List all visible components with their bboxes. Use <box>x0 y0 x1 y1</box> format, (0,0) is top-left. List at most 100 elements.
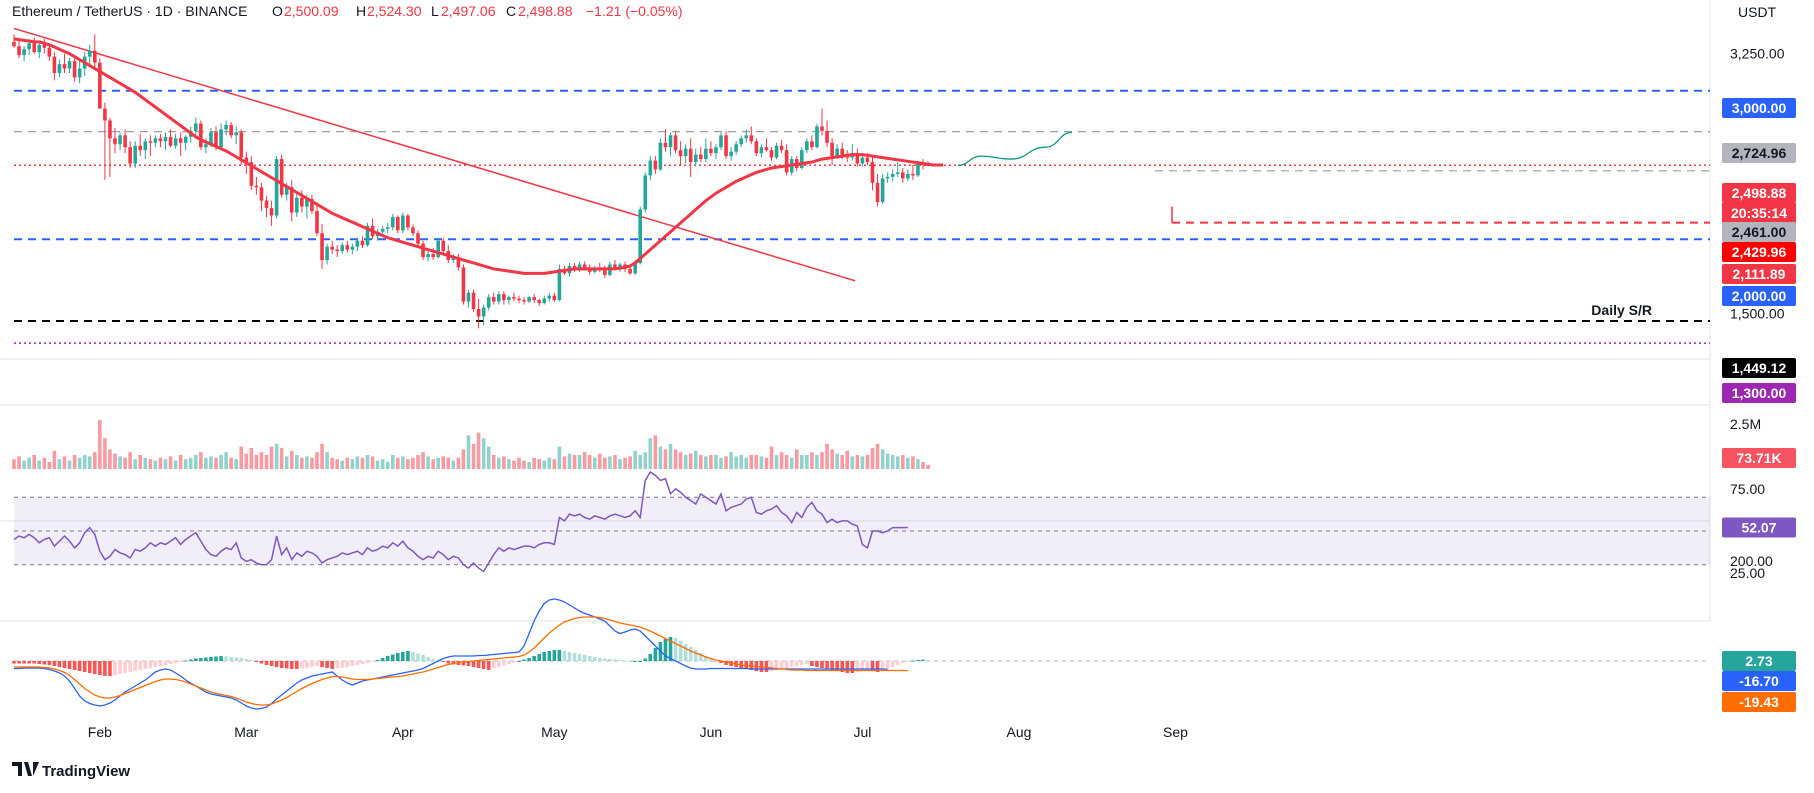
macd-histogram-bar <box>340 661 345 668</box>
macd-histogram-bar <box>522 659 526 661</box>
tradingview-logo[interactable]: TradingView <box>12 762 130 780</box>
candle-body <box>441 240 446 252</box>
macd-histogram-bar <box>805 661 809 664</box>
candle <box>295 193 299 217</box>
candle <box>370 218 375 240</box>
candle-body <box>57 64 62 73</box>
macd-histogram-bar <box>57 661 62 667</box>
candle-body <box>628 268 632 274</box>
volume-bar <box>724 456 728 469</box>
price-axis[interactable]: 3,250.001,750.001,500.003,000.002,724.96… <box>1722 46 1796 403</box>
candle-body <box>643 175 648 210</box>
volume-bar <box>805 455 809 469</box>
candle-body <box>739 138 743 145</box>
volume-bar <box>355 456 360 469</box>
macd-histogram-bar <box>426 657 430 661</box>
macd-histogram-bar <box>916 660 920 661</box>
volume-bar <box>527 462 531 469</box>
candle <box>436 237 440 259</box>
candle <box>380 225 385 235</box>
macd-pane[interactable]: 200.00 2.73 -16.70 -19.43 <box>12 553 1796 712</box>
candle <box>57 59 62 78</box>
volume-tag <box>1722 448 1796 468</box>
macd-histogram-bar <box>350 661 355 666</box>
candle <box>714 144 718 160</box>
currency-label[interactable]: USDT <box>1738 4 1777 20</box>
macd-histogram-bar <box>98 661 102 675</box>
candle-body <box>542 298 547 304</box>
macd-histogram-bar <box>138 661 143 670</box>
candle-body <box>380 228 385 232</box>
change-value: −1.21 (−0.05%) <box>586 3 683 19</box>
macd-histogram-bar <box>643 658 648 661</box>
macd-histogram-bar <box>567 652 572 661</box>
volume-bar <box>284 456 289 469</box>
symbol-title[interactable]: Ethereum / TetherUS · 1D · BINANCE <box>12 3 247 19</box>
macd-histogram-bar <box>320 661 324 667</box>
tradingview-logo-icon <box>12 762 39 776</box>
volume-bar <box>835 453 839 469</box>
candle <box>901 167 905 183</box>
macd-histogram-bar <box>840 661 844 672</box>
candle-body <box>820 126 824 131</box>
price-pane[interactable]: Daily S/R <box>12 27 1710 344</box>
macd-tag-signal <box>1722 692 1796 712</box>
low-value: 2,497.06 <box>441 3 496 19</box>
volume-bar <box>42 457 47 469</box>
candle <box>875 173 880 207</box>
macd-histogram-bar <box>850 661 855 673</box>
volume-bar <box>719 457 723 469</box>
price-tag <box>1722 286 1796 306</box>
volume-bar <box>194 455 198 469</box>
rsi-pane[interactable]: 75.00 25.00 52.07 <box>13 470 1796 581</box>
candle-body <box>749 135 754 142</box>
daily-sr-annotation: Daily S/R <box>1591 302 1652 318</box>
macd-histogram-bar <box>67 661 72 669</box>
macd-histogram-bar <box>108 661 112 676</box>
price-tag-label: 2,724.96 <box>1732 145 1787 161</box>
price-tag-label: 2,461.00 <box>1732 224 1787 240</box>
candle-body <box>471 292 476 310</box>
candle-body <box>340 245 345 252</box>
macd-histogram-bar <box>810 661 814 666</box>
volume-bar <box>345 457 350 469</box>
price-tag <box>1722 242 1796 262</box>
candle-body <box>52 56 57 73</box>
candle-body <box>406 215 410 228</box>
volume-bar <box>769 446 774 469</box>
candle-body <box>411 227 415 234</box>
candle-body <box>72 61 77 78</box>
candle <box>103 102 107 180</box>
candle <box>390 214 395 231</box>
candle <box>183 135 188 151</box>
macd-histogram-bar <box>325 661 329 668</box>
candle <box>254 176 259 195</box>
price-tag <box>1722 264 1796 284</box>
countdown-tag <box>1722 203 1796 223</box>
candle-body <box>128 147 132 164</box>
candle <box>340 242 345 255</box>
price-tag-label: 1,449.12 <box>1732 360 1787 376</box>
rsi-tick: 25.00 <box>1730 565 1765 581</box>
candle-body <box>274 159 279 216</box>
time-tick: Jul <box>853 724 871 740</box>
volume-pane[interactable]: 2.5M 73.71K <box>12 416 1796 469</box>
candle-body <box>133 145 137 164</box>
macd-histogram-bar <box>264 661 269 665</box>
macd-histogram-bar <box>724 661 728 665</box>
macd-histogram-bar <box>335 661 339 669</box>
volume-bar <box>426 456 430 469</box>
candle-body <box>214 132 218 148</box>
candle <box>17 40 21 59</box>
macd-histogram-bar <box>466 661 471 666</box>
macd-histogram-bar <box>32 661 36 664</box>
candle-body <box>103 108 107 121</box>
volume-bar <box>668 443 673 469</box>
time-axis[interactable]: Feb Mar Apr May Jun Jul Aug Sep <box>88 724 1188 740</box>
macd-histogram-bar <box>406 651 410 661</box>
candle <box>12 34 16 48</box>
candle <box>693 148 698 167</box>
volume-bar <box>67 460 72 469</box>
volume-bar <box>118 456 122 469</box>
